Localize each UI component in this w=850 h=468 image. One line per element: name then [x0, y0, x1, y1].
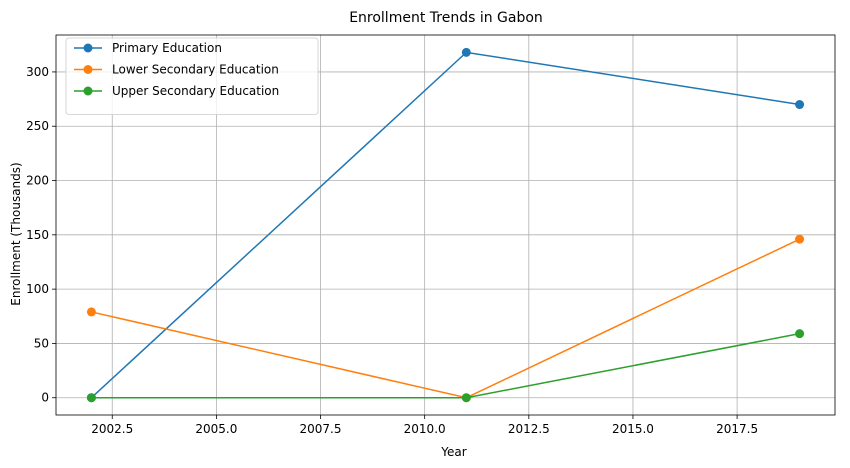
y-axis-title: Enrollment (Thousands)	[9, 162, 23, 305]
x-tick-label: 2015.0	[612, 422, 654, 436]
ticks: 2002.5 2005.0 2007.5 2010.0 2012.5 2015.0 2017…	[26, 65, 758, 436]
x-tick-label: 2007.5	[300, 422, 342, 436]
y-tick-label: 100	[26, 282, 49, 296]
data-point	[795, 329, 805, 339]
data-point	[795, 100, 805, 110]
data-point	[86, 307, 96, 317]
legend-label: Lower Secondary Education	[112, 63, 279, 77]
legend-label: Upper Secondary Education	[112, 84, 279, 98]
series-layer	[86, 47, 805, 403]
legend-marker	[83, 65, 93, 74]
y-tick-label: 250	[26, 119, 49, 133]
legend: Primary Education Lower Secondary Educati…	[65, 37, 319, 115]
legend-marker	[83, 86, 93, 96]
x-tick-label: 2017.5	[716, 422, 758, 436]
y-tick-label: 150	[26, 228, 49, 242]
data-point	[795, 234, 805, 244]
series-3	[86, 329, 805, 403]
data-point	[461, 47, 471, 57]
x-tick-label: 2010.0	[404, 422, 446, 436]
plot-frame	[55, 34, 836, 416]
x-tick-label: 2012.5	[508, 422, 550, 436]
legend-label: Primary Education	[112, 41, 222, 55]
y-tick-label: 0	[41, 391, 49, 405]
series-2	[86, 234, 805, 403]
x-tick-label: 2002.5	[91, 422, 133, 436]
x-tick-label: 2005.0	[195, 422, 237, 436]
chart-title: Enrollment Trends in Gabon	[349, 10, 543, 26]
legend-box	[65, 37, 319, 115]
y-tick-label: 300	[26, 65, 49, 79]
data-point	[461, 393, 471, 403]
series-line	[91, 238, 800, 399]
y-tick-label: 200	[26, 174, 49, 188]
x-axis-title: Year	[440, 445, 466, 459]
legend-marker	[83, 43, 93, 53]
data-point	[86, 393, 96, 403]
y-tick-label: 50	[34, 336, 49, 350]
